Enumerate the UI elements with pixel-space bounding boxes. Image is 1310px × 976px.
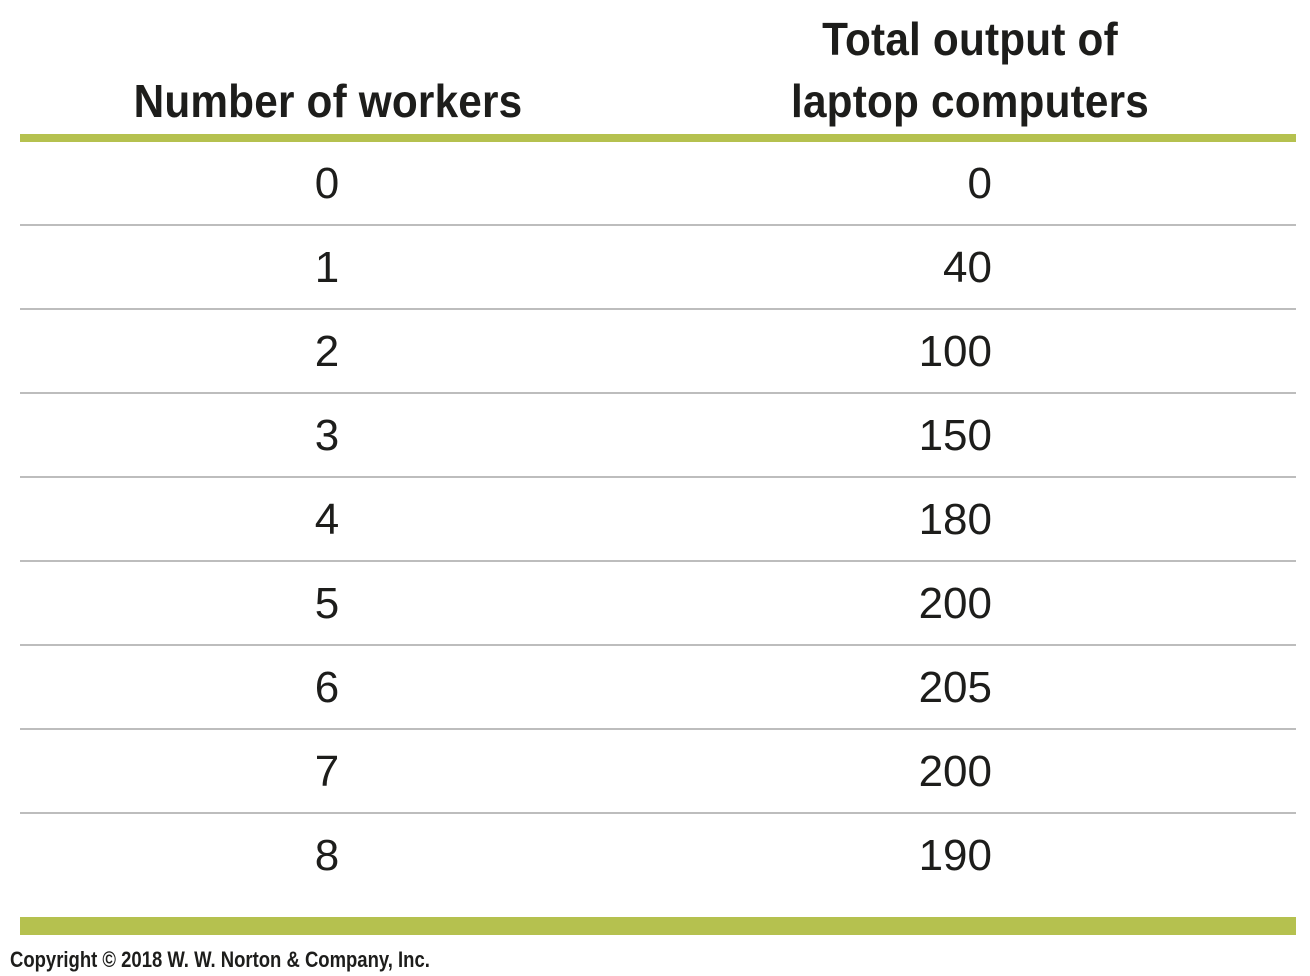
- cell-workers: 3: [314, 411, 340, 460]
- cell-workers: 6: [314, 663, 340, 712]
- table-row: 8 190: [20, 814, 1296, 898]
- table-row: 7 200: [20, 730, 1296, 814]
- cell-output: 150: [918, 411, 992, 460]
- cell-workers: 1: [314, 243, 340, 292]
- table-row: 6 205: [20, 646, 1296, 730]
- table-row: 4 180: [20, 478, 1296, 562]
- column-header-workers: Number of workers: [133, 75, 523, 127]
- cell-output: 200: [918, 579, 992, 628]
- column-header-output: Total output of laptop computers: [791, 13, 1149, 127]
- cell-workers: 0: [314, 159, 340, 208]
- table-header: Number of workers Total output of laptop…: [20, 0, 1296, 134]
- table-row: 2 100: [20, 310, 1296, 394]
- table-row: 3 150: [20, 394, 1296, 478]
- cell-output: 40: [943, 243, 992, 292]
- cell-output: 100: [918, 327, 992, 376]
- cell-output: 180: [918, 495, 992, 544]
- copyright-notice: Copyright © 2018 W. W. Norton & Company,…: [10, 947, 430, 972]
- cell-output: 200: [918, 747, 992, 796]
- cell-output: 0: [967, 159, 992, 208]
- cell-workers: 7: [314, 747, 340, 796]
- cell-workers: 4: [314, 495, 340, 544]
- table-row: 1 40: [20, 226, 1296, 310]
- footer-rule: [20, 917, 1296, 935]
- table-body: 0 0 1 40 2 100 3 150 4 180 5 200 6 205 7 200 8 190: [20, 142, 1296, 898]
- cell-workers: 8: [314, 831, 340, 880]
- table-row: 5 200: [20, 562, 1296, 646]
- cell-workers: 2: [314, 327, 340, 376]
- cell-output: 205: [918, 663, 992, 712]
- cell-output: 190: [918, 831, 992, 880]
- header-rule: [20, 134, 1296, 142]
- cell-workers: 5: [314, 579, 340, 628]
